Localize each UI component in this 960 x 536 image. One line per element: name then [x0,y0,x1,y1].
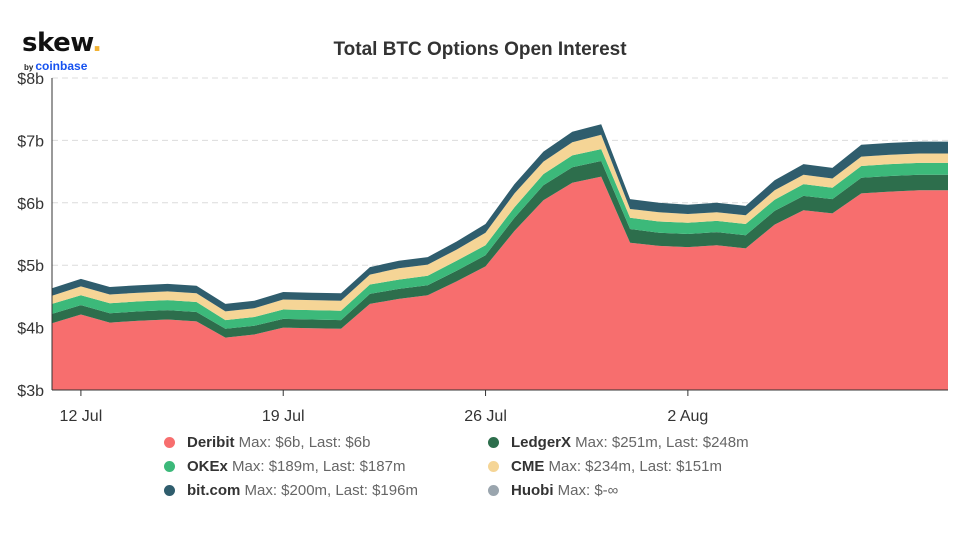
legend-stats: Max: $251m, Last: $248m [571,434,749,451]
legend-swatch-icon [488,437,499,448]
y-tick-label: $6b [17,196,44,213]
legend-item-bitcom[interactable]: bit.com Max: $200m, Last: $196m [164,482,418,499]
logo-wordmark: skew. [22,28,102,58]
legend-stats: Max: $200m, Last: $196m [240,482,418,499]
legend-swatch-icon [488,485,499,496]
y-tick-label: $7b [17,133,44,150]
legend-item-okex[interactable]: OKEx Max: $189m, Last: $187m [164,458,405,475]
legend-item-deribit[interactable]: Deribit Max: $6b, Last: $6b [164,434,370,451]
area-series-deribit[interactable] [52,176,948,390]
y-tick-label: $4b [17,321,44,338]
x-tick-label: 26 Jul [464,408,507,425]
legend-swatch-icon [164,437,175,448]
legend-label: OKEx [187,458,228,475]
legend-label: bit.com [187,482,241,499]
legend-item-cme[interactable]: CME Max: $234m, Last: $151m [488,458,722,475]
legend-label: LedgerX [511,434,572,451]
legend-stats: Max: $234m, Last: $151m [544,458,722,475]
legend-label: Huobi [511,482,554,499]
legend-swatch-icon [488,461,499,472]
legend-item-huobi[interactable]: Huobi Max: $-∞ [488,482,618,499]
skew-logo: skew. by coinbase [22,28,102,72]
legend-item-ledgerx[interactable]: LedgerX Max: $251m, Last: $248m [488,434,749,451]
legend-stats: Max: $6b, Last: $6b [234,434,371,451]
legend-stats: Max: $189m, Last: $187m [227,458,406,475]
legend-stats: Max: $-∞ [553,482,619,499]
x-tick-label: 2 Aug [667,408,708,425]
y-tick-label: $3b [17,383,44,400]
x-tick-label: 12 Jul [60,408,103,425]
area-series-okex[interactable] [52,149,948,329]
legend-label: Deribit [187,434,235,451]
legend-label: CME [511,458,545,475]
logo-byline: by coinbase [24,59,88,73]
y-tick-label: $5b [17,258,44,275]
chart-title: Total BTC Options Open Interest [333,39,627,60]
x-tick-label: 19 Jul [262,408,305,425]
y-tick-label: $8b [17,71,44,88]
legend-swatch-icon [164,461,175,472]
legend-swatch-icon [164,485,175,496]
area-series-ledgerx[interactable] [52,161,948,338]
